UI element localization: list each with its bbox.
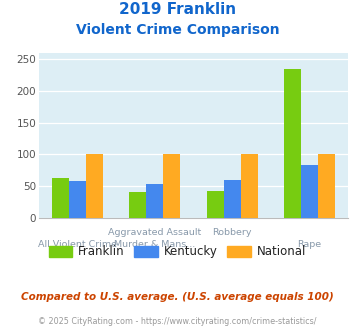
- Text: All Violent Crime: All Violent Crime: [38, 240, 117, 249]
- Bar: [224, 180, 241, 218]
- Bar: [86, 154, 103, 218]
- Bar: [318, 154, 335, 218]
- Text: 2019 Franklin: 2019 Franklin: [119, 2, 236, 16]
- Bar: [146, 184, 163, 218]
- Text: Murder & Mans...: Murder & Mans...: [114, 240, 196, 249]
- Text: Aggravated Assault: Aggravated Assault: [108, 228, 202, 237]
- Bar: [284, 69, 301, 218]
- Bar: [52, 179, 69, 218]
- Bar: [241, 154, 258, 218]
- Text: Robbery: Robbery: [212, 228, 252, 237]
- Text: Violent Crime Comparison: Violent Crime Comparison: [76, 23, 279, 37]
- Bar: [129, 192, 146, 218]
- Legend: Franklin, Kentucky, National: Franklin, Kentucky, National: [44, 241, 311, 263]
- Text: Rape: Rape: [297, 240, 321, 249]
- Bar: [207, 190, 224, 218]
- Bar: [163, 154, 180, 218]
- Bar: [301, 165, 318, 218]
- Text: © 2025 CityRating.com - https://www.cityrating.com/crime-statistics/: © 2025 CityRating.com - https://www.city…: [38, 317, 317, 326]
- Text: Compared to U.S. average. (U.S. average equals 100): Compared to U.S. average. (U.S. average …: [21, 292, 334, 302]
- Bar: [69, 181, 86, 218]
